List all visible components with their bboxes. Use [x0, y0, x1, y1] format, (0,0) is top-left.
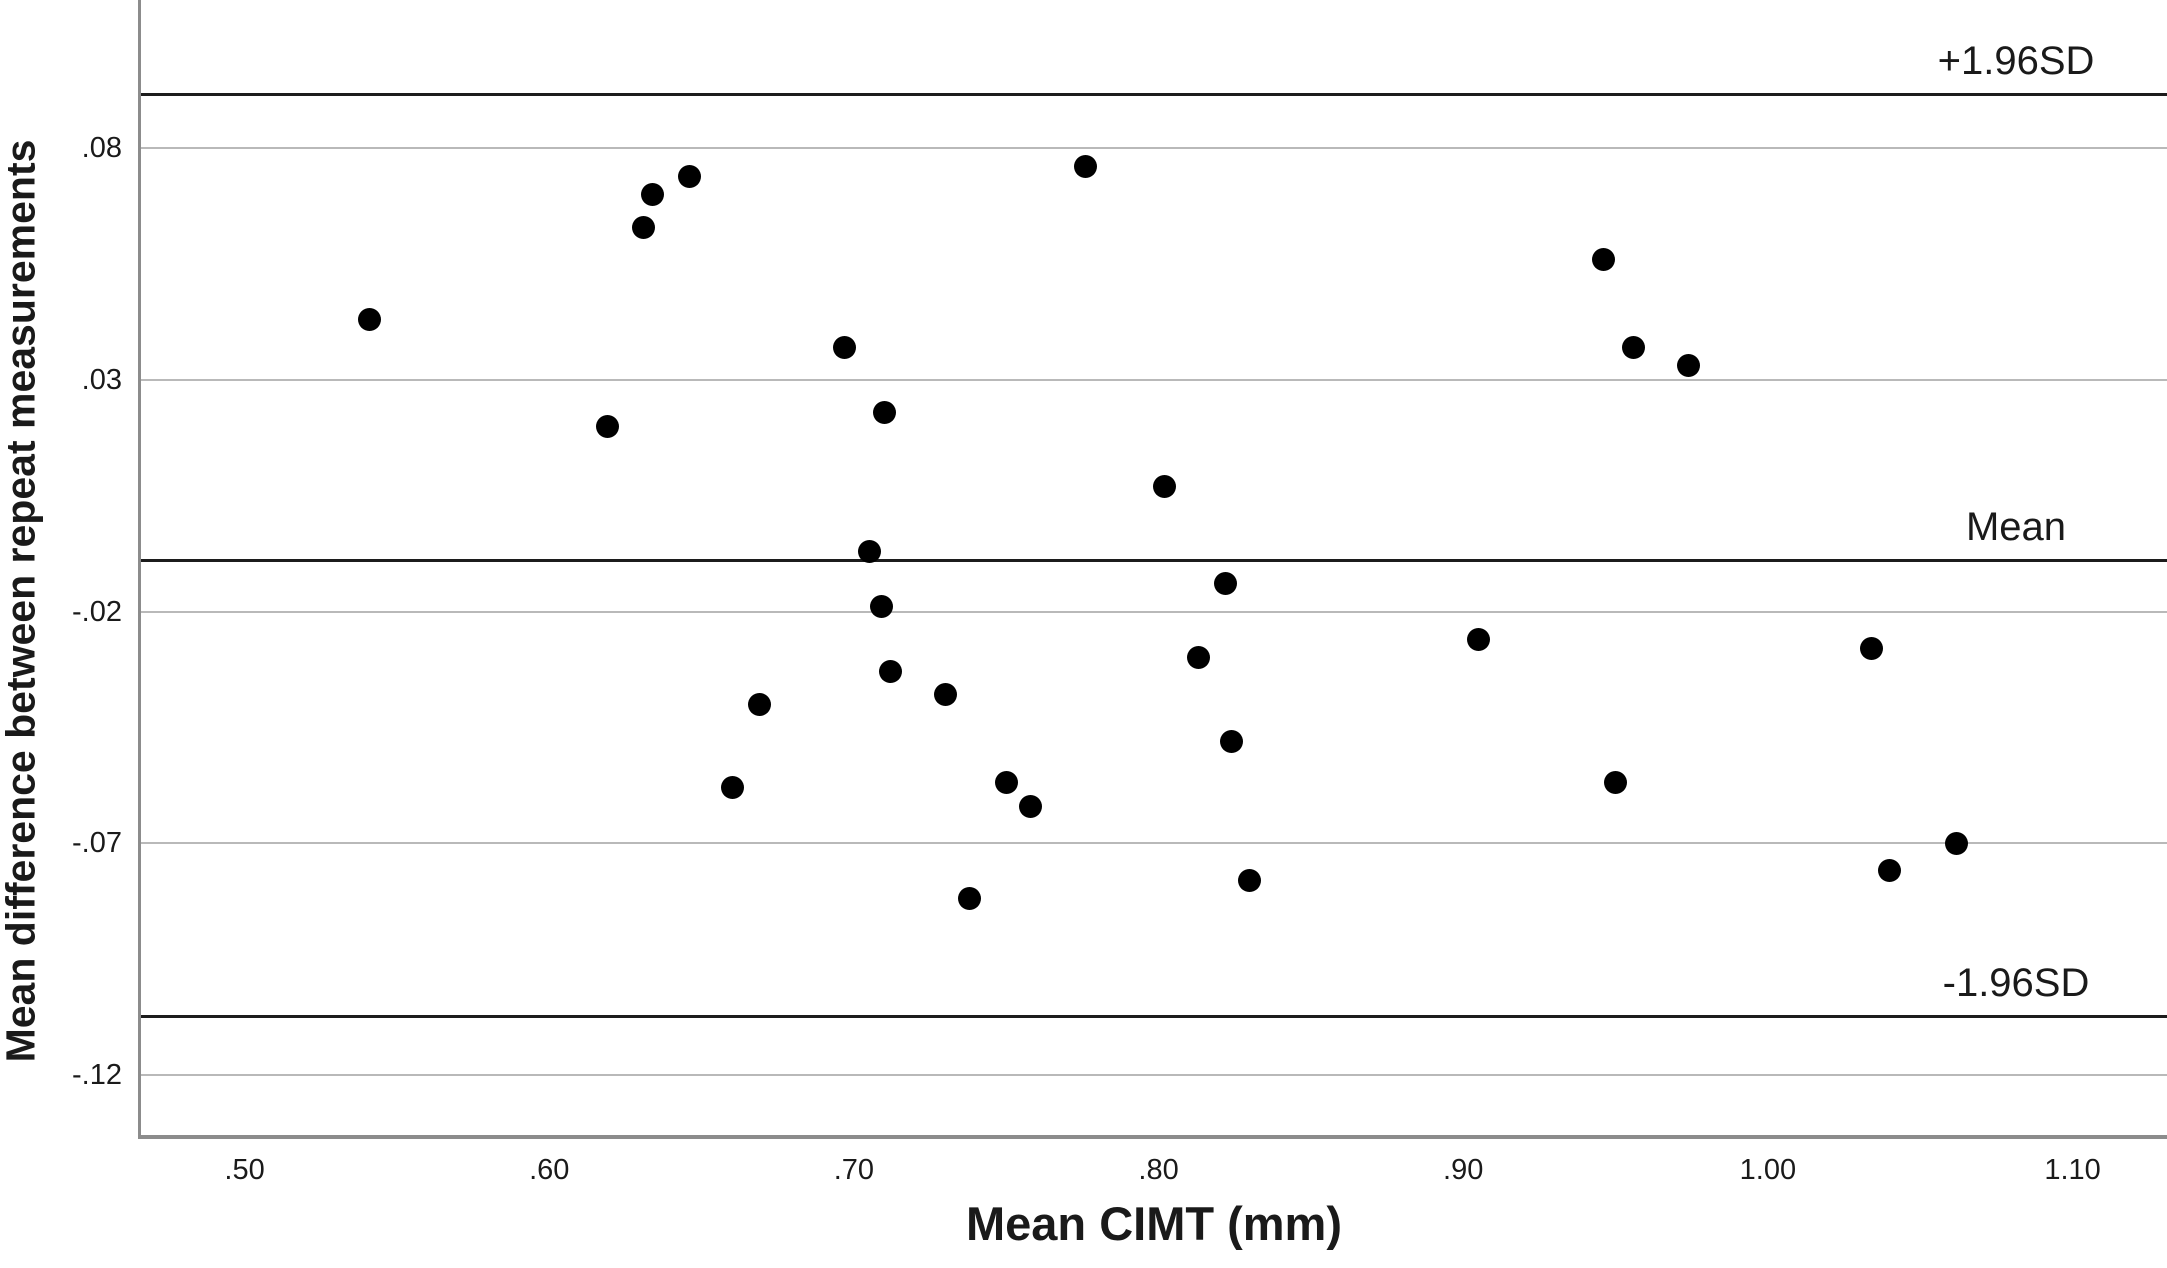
- y-gridline: [141, 147, 2167, 150]
- plot-area: +1.96SD Mean -1.96SD: [138, 0, 2167, 1139]
- reference-line: [141, 559, 2167, 563]
- data-point: [994, 771, 1018, 795]
- data-point: [958, 887, 982, 911]
- data-point: [1019, 794, 1043, 818]
- x-tick-label: 1.00: [1739, 1154, 1797, 1186]
- y-tick-label: -.12: [72, 1058, 122, 1091]
- data-point: [1878, 859, 1902, 883]
- data-point: [933, 683, 957, 707]
- y-tick-label: .08: [81, 132, 122, 165]
- y-tick-label: .03: [81, 363, 122, 396]
- data-point: [1238, 868, 1262, 892]
- data-point: [1073, 155, 1097, 179]
- data-point: [1186, 646, 1210, 670]
- data-point: [1466, 627, 1490, 651]
- x-tick-label: .50: [224, 1154, 265, 1186]
- y-gridline: [141, 378, 2167, 381]
- data-point: [872, 400, 896, 424]
- data-point: [1859, 637, 1883, 661]
- y-gridline: [141, 610, 2167, 613]
- data-point: [1677, 354, 1701, 378]
- data-point: [595, 414, 619, 438]
- reference-line: [141, 1015, 2167, 1019]
- data-point: [833, 335, 857, 359]
- data-point: [1153, 474, 1177, 498]
- data-point: [357, 308, 381, 332]
- x-tick-label: .90: [1443, 1154, 1484, 1186]
- data-point: [1591, 247, 1615, 271]
- reference-line-label: +1.96SD: [1937, 38, 2095, 83]
- data-point: [720, 776, 744, 800]
- data-point: [869, 595, 893, 619]
- reference-line-label: Mean: [1965, 504, 2067, 549]
- y-gridline: [141, 842, 2167, 845]
- data-point: [878, 660, 902, 684]
- reference-line: [141, 93, 2167, 97]
- data-point: [632, 215, 656, 239]
- data-point: [1622, 335, 1646, 359]
- x-tick-label: .60: [529, 1154, 570, 1186]
- x-axis-title: Mean CIMT (mm): [966, 1197, 1342, 1250]
- data-point: [1604, 771, 1628, 795]
- y-tick-label: -.02: [72, 595, 122, 628]
- y-tick-label: -.07: [72, 827, 122, 860]
- data-point: [641, 183, 665, 207]
- reference-line-label: -1.96SD: [1942, 960, 2090, 1005]
- x-tick-label: 1.10: [2044, 1154, 2101, 1186]
- y-gridline: [141, 1073, 2167, 1076]
- data-point: [747, 692, 771, 716]
- data-point: [857, 539, 881, 563]
- data-point: [1220, 729, 1244, 753]
- data-point: [1214, 572, 1238, 596]
- data-point: [677, 164, 701, 188]
- x-tick-label: .70: [833, 1154, 875, 1186]
- data-point: [1945, 831, 1969, 855]
- x-tick-label: .80: [1138, 1154, 1179, 1186]
